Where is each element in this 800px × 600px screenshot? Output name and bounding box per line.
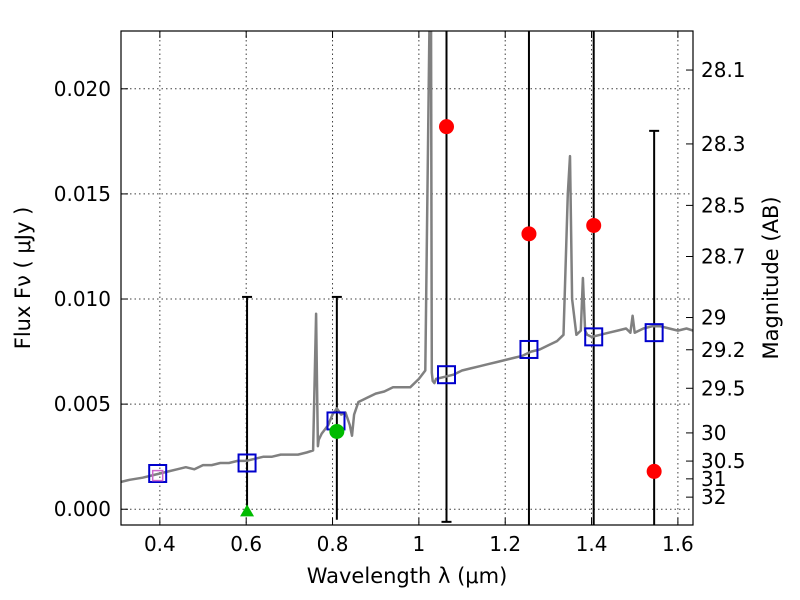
y-tick-label: 0.010 [54,287,111,311]
y-axis-right-label: Magnitude (AB) [759,196,783,359]
mag-tick-label: 30 [701,421,726,445]
observed-flux-point [521,226,537,242]
filter-point-square [151,469,164,482]
grid-lines [121,31,693,525]
x-tick-label: 0.4 [144,532,176,556]
spectrum-line [121,31,693,484]
observed-flux-point [586,217,602,233]
mag-tick-label: 28.3 [701,132,746,156]
y-tick-label: 0.015 [54,182,111,206]
model-photometry-square [584,327,604,347]
y-tick-label: 0.000 [54,497,111,521]
x-tick-label: 1.6 [662,532,694,556]
model-photometry-square [437,365,457,385]
data-layer [121,31,693,525]
model-photometry-square [148,463,168,483]
x-tick-label: 0.8 [317,532,349,556]
x-axis-label: Wavelength λ (μm) [307,564,508,588]
y-tick-label: 0.005 [54,392,111,416]
x-tick-label: 1 [413,532,426,556]
axes-layer: 0.4 0.6 0.8 1 1.2 1.4 1.6 0.000 0.005 0.010 0.015 0… [54,31,746,556]
y-tick-label: 0.020 [54,77,111,101]
observed-flux-point [439,119,455,135]
mag-tick-label: 28.7 [701,245,746,269]
model-photometry-square [644,323,664,343]
model-photometry-square [237,453,257,473]
y-axis-label: Flux Fν ( μJy ) [11,207,35,350]
x-tick-label: 1.4 [576,532,608,556]
plot-frame [120,30,694,526]
mag-tick-label: 32 [701,485,726,509]
mag-tick-label: 28.1 [701,58,746,82]
upper-limit-triangle [240,504,255,517]
mag-tick-label: 31 [701,467,726,491]
x-tick-label: 0.6 [230,532,262,556]
model-photometry-square [519,339,539,359]
detected-flux-point [329,423,345,439]
mag-tick-label: 30.5 [701,449,746,473]
mag-tick-label: 29 [701,306,726,330]
mag-tick-label: 28.5 [701,193,746,217]
observed-flux-point [646,463,662,479]
mag-tick-label: 29.2 [701,338,746,362]
mag-tick-label: 29.5 [701,376,746,400]
x-tick-label: 1.2 [489,532,521,556]
